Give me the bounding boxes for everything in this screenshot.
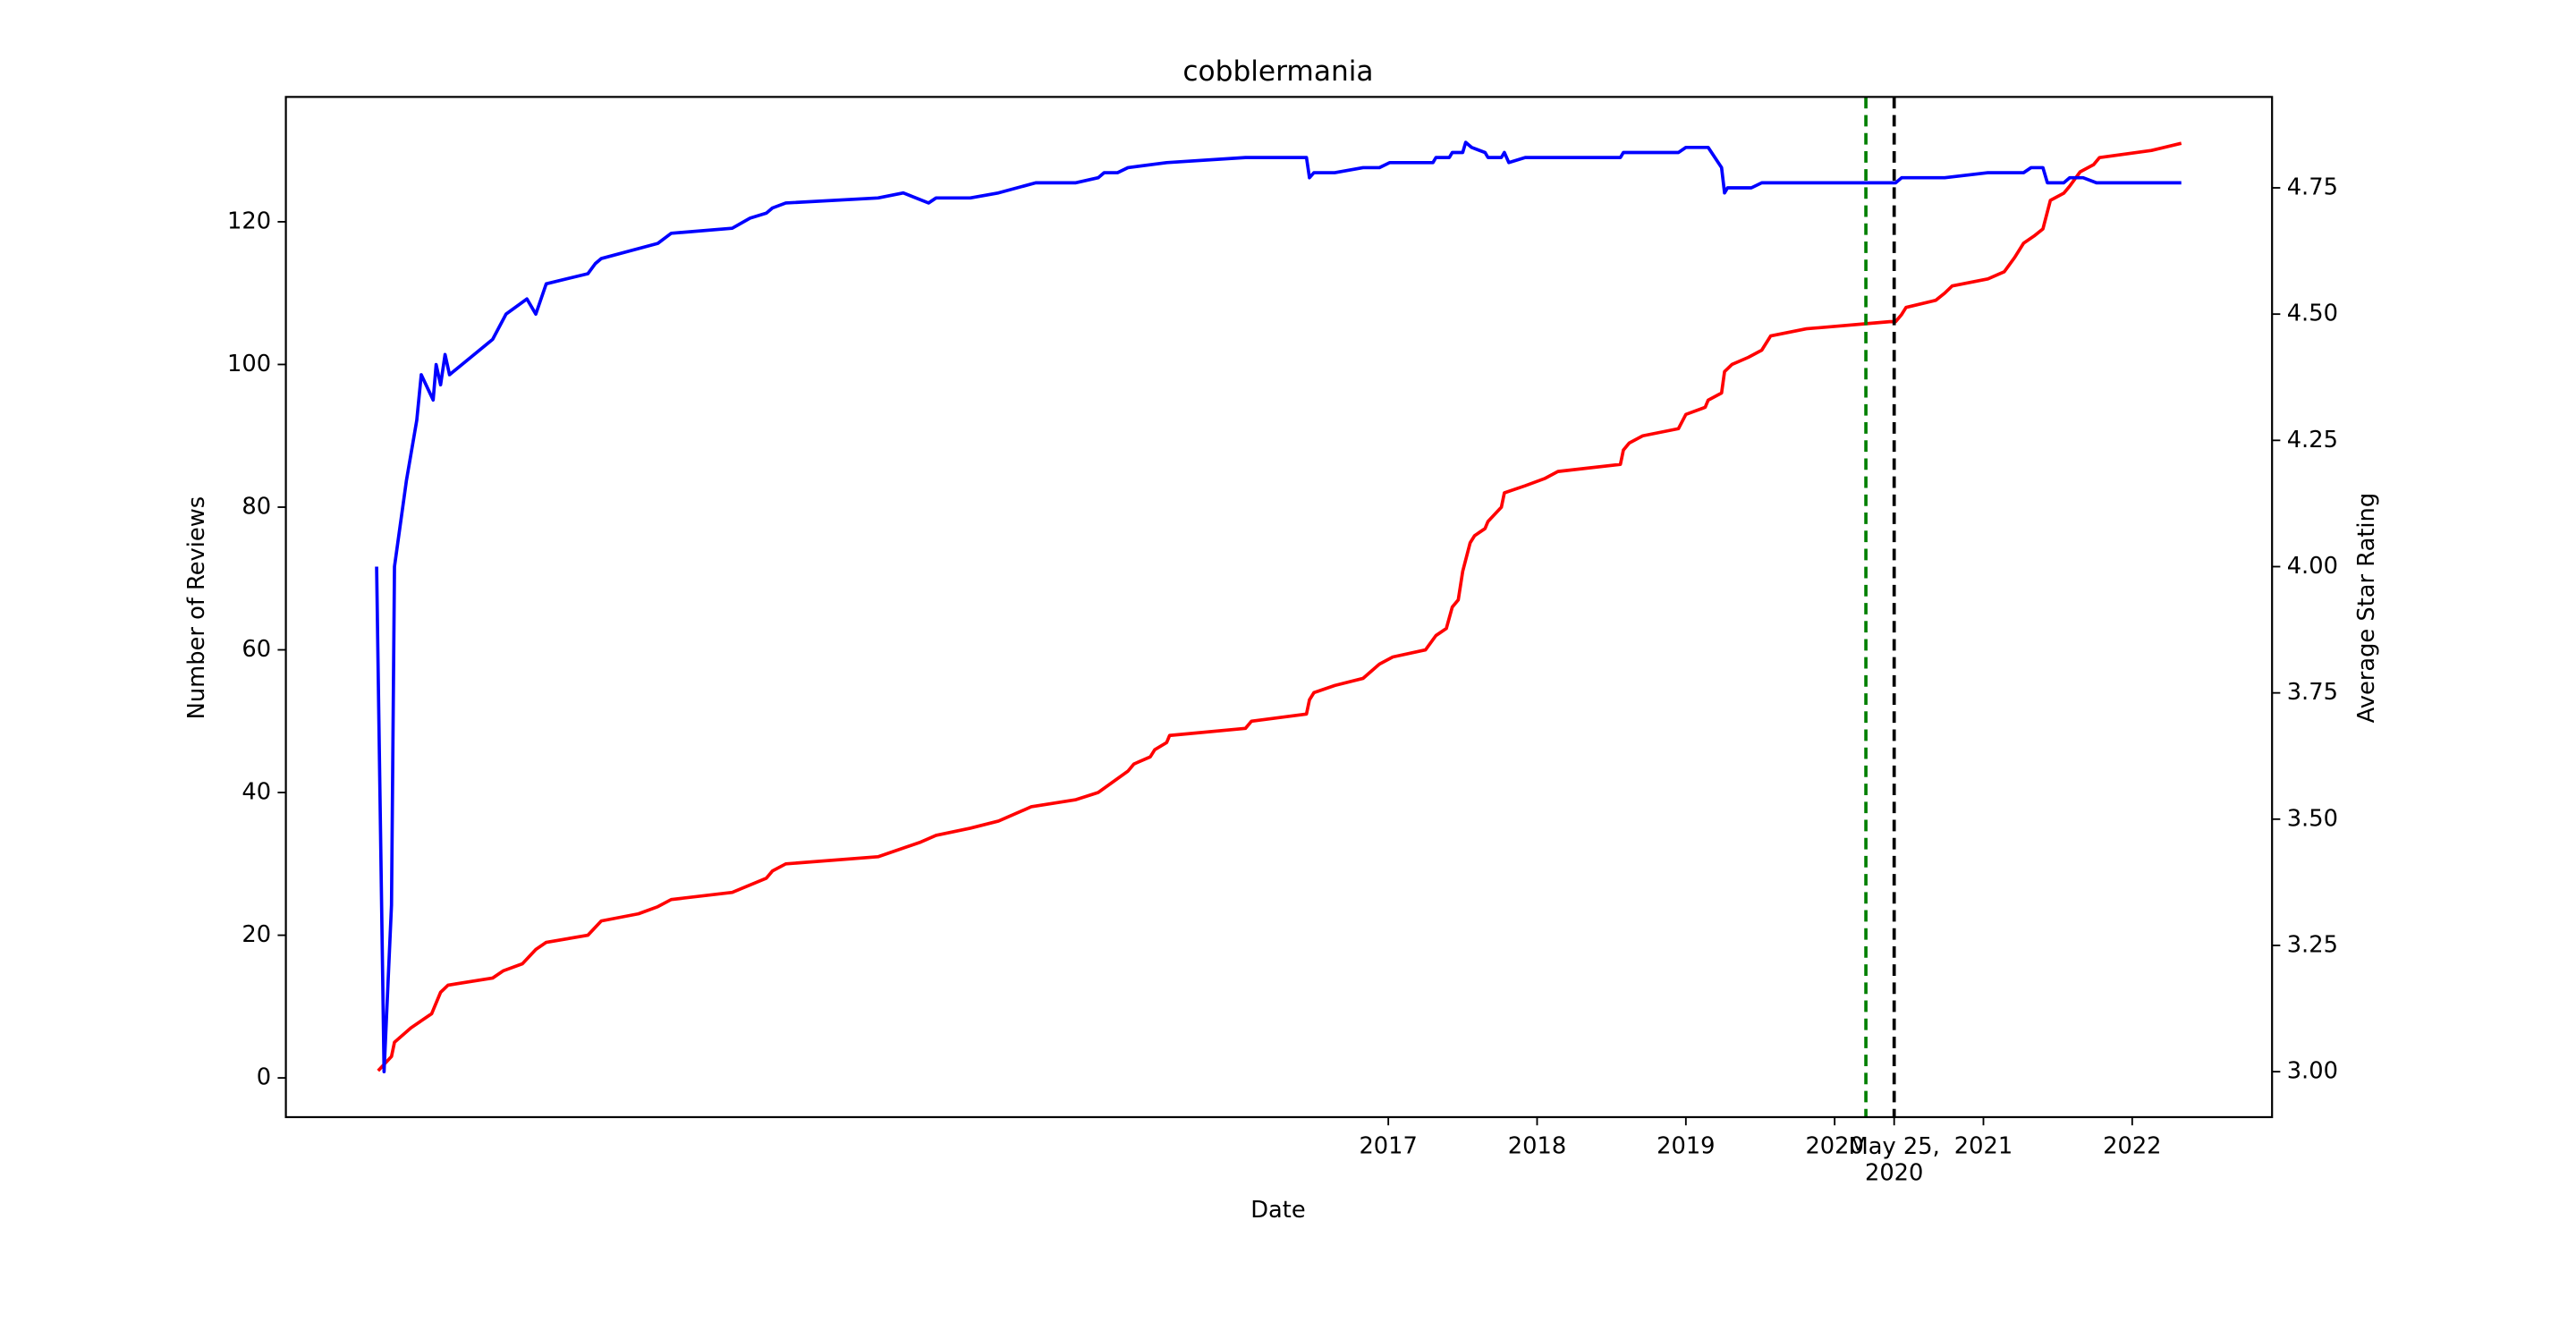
y2-tick-label: 4.00 [2287,553,2338,580]
x-axis-label: Date [1250,1197,1305,1224]
y-tick-label: 80 [242,493,271,520]
y2-tick-label: 3.25 [2287,931,2338,958]
x-tick-label: 2019 [1657,1133,1715,1160]
y2-tick-label: 3.00 [2287,1058,2338,1085]
y2-tick-label: 4.25 [2287,427,2338,453]
plot-frame [284,96,2274,1119]
y2-axis-label: Average Star Rating [2353,493,2380,723]
y2-tick-label: 4.50 [2287,301,2338,327]
y2-tick-label: 3.75 [2287,679,2338,706]
x-tick-label: 2022 [2103,1133,2161,1160]
series-line [375,140,2182,1073]
y-tick-label: 20 [242,921,271,948]
y2-tick-label: 4.75 [2287,174,2338,201]
chart-title: cobblermania [1182,55,1373,88]
y-tick-label: 40 [242,779,271,806]
x-tick-label: 2017 [1359,1133,1417,1160]
y-axis-label: Number of Reviews [183,496,210,719]
x-tick-label: May 25, 2020 [1849,1133,1940,1187]
x-tick-label: 2021 [1954,1133,2012,1160]
y-tick-label: 60 [242,636,271,663]
series-line [377,141,2182,1072]
y-tick-label: 100 [227,351,271,377]
x-tick-label: 2020 [1805,1133,1863,1160]
x-tick-label: 2018 [1508,1133,1566,1160]
y2-tick-label: 3.50 [2287,805,2338,832]
y-tick-label: 0 [257,1064,271,1091]
y-tick-label: 120 [227,208,271,234]
